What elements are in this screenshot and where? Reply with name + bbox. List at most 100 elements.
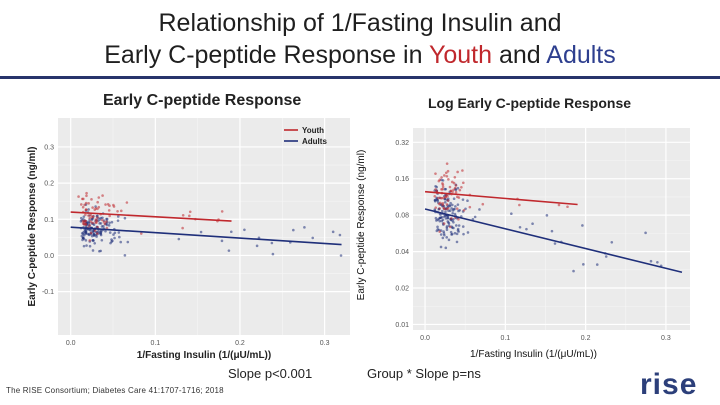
youth-point	[437, 196, 440, 200]
citation: The RISE Consortium; Diabetes Care 41:17…	[6, 386, 224, 395]
y-tick-label: 0.0	[44, 253, 54, 260]
youth-point	[84, 213, 87, 217]
adult-point	[436, 198, 440, 202]
adult-point	[119, 240, 123, 244]
youth-point	[438, 207, 441, 210]
adult-point	[105, 217, 108, 221]
adult-point	[116, 215, 120, 218]
youth-point	[88, 216, 91, 220]
adult-point	[100, 238, 104, 242]
youth-point	[87, 202, 90, 205]
adult-point	[292, 228, 295, 232]
adult-point	[457, 224, 461, 227]
adult-point	[444, 210, 447, 214]
adult-point	[454, 224, 458, 227]
youth-point	[91, 206, 94, 209]
adult-point	[311, 236, 315, 240]
adult-point	[441, 218, 445, 222]
youth-point	[450, 217, 453, 220]
youth-point	[468, 205, 472, 209]
adult-point	[451, 226, 454, 229]
x-tick-label: 0.2	[235, 340, 245, 347]
y-tick-label: 0.08	[395, 213, 409, 220]
adult-point	[99, 231, 103, 235]
youth-point	[462, 209, 466, 212]
youth-point	[87, 214, 90, 217]
youth-point	[93, 208, 97, 211]
youth-point	[96, 225, 99, 229]
youth-point	[94, 221, 97, 224]
youth-point	[457, 196, 461, 199]
x-tick-label: 0.2	[581, 335, 591, 342]
adult-point	[271, 252, 275, 256]
adult-point	[227, 249, 231, 252]
y-tick-label: 0.3	[44, 144, 54, 151]
youth-point	[441, 182, 444, 185]
adult-point	[581, 224, 584, 227]
adult-point	[461, 198, 465, 201]
adult-point	[116, 219, 120, 222]
youth-point	[79, 203, 83, 206]
youth-point	[181, 214, 185, 217]
adult-point	[456, 186, 460, 190]
youth-point	[457, 218, 460, 221]
adult-point	[448, 204, 452, 208]
plot-area-0	[58, 118, 350, 335]
youth-point	[85, 191, 88, 195]
y-tick-label: 0.02	[395, 286, 409, 293]
adult-point	[478, 208, 481, 211]
adult-point	[339, 254, 343, 257]
adult-point	[255, 244, 259, 248]
rise-logo: rise	[640, 368, 698, 401]
y-tick-label: 0.32	[395, 140, 409, 147]
adult-point	[92, 239, 95, 242]
adult-point	[450, 207, 453, 210]
adult-point	[449, 230, 453, 234]
youth-point	[181, 226, 184, 230]
youth-point	[91, 221, 94, 225]
adult-point	[448, 209, 452, 213]
youth-point	[81, 197, 84, 201]
youth-point	[96, 200, 99, 204]
youth-point	[220, 210, 224, 213]
youth-point	[518, 203, 521, 207]
adult-point	[442, 215, 446, 218]
youth-point	[88, 239, 92, 242]
adult-point	[118, 235, 121, 239]
adult-point	[243, 228, 246, 232]
adult-point	[444, 246, 448, 250]
youth-point	[95, 216, 99, 219]
adult-point	[518, 225, 522, 229]
adult-point	[438, 219, 442, 223]
adult-point	[113, 236, 116, 240]
adult-point	[108, 231, 112, 234]
youth-point	[81, 205, 85, 209]
youth-point	[91, 215, 95, 218]
youth-point	[445, 162, 449, 165]
youth-point	[441, 187, 444, 191]
adult-point	[93, 241, 96, 245]
x-tick-label: 0.1	[500, 335, 510, 342]
adult-point	[110, 220, 114, 224]
youth-point	[452, 188, 455, 192]
youth-point	[85, 208, 88, 212]
youth-point	[454, 190, 458, 194]
right-chart-xlabel: 1/Fasting Insulin (1/(μU/mL))	[470, 349, 597, 360]
youth-point	[447, 178, 450, 181]
youth-point	[188, 210, 192, 214]
youth-point	[105, 220, 108, 223]
youth-point	[434, 172, 437, 175]
youth-point	[89, 213, 93, 217]
adult-point	[88, 244, 92, 248]
youth-point	[460, 186, 463, 189]
adult-point	[435, 229, 439, 233]
adult-point	[445, 226, 449, 230]
adult-point	[447, 238, 451, 242]
youth-point	[456, 170, 459, 174]
adult-point	[466, 199, 469, 203]
adult-point	[457, 230, 460, 233]
adult-point	[108, 221, 111, 225]
adult-point	[453, 212, 457, 216]
youth-point	[434, 206, 438, 209]
